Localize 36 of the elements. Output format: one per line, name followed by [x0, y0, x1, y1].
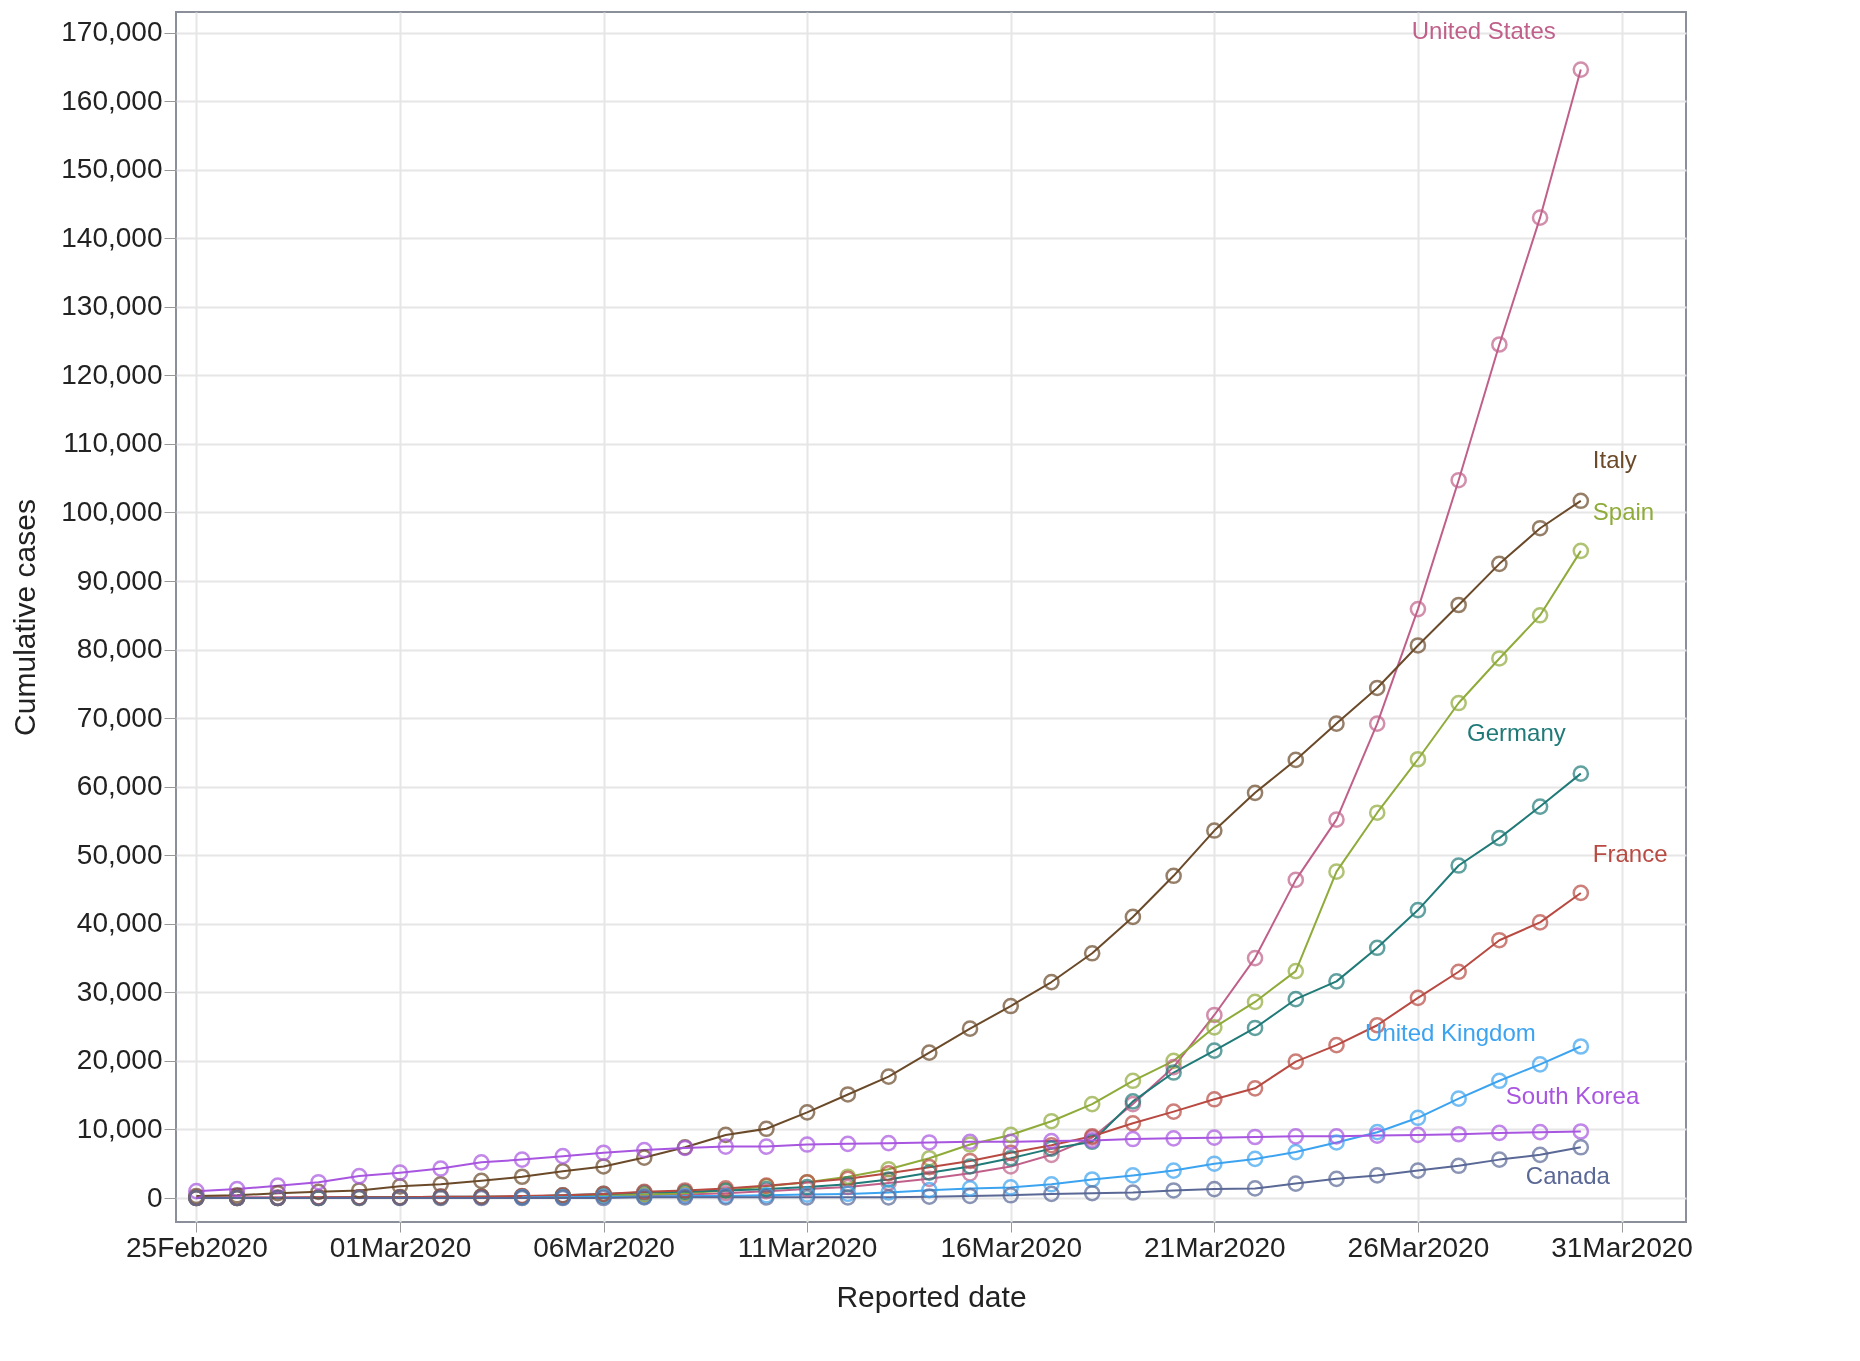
x-tick-label: 11Mar2020: [737, 1231, 878, 1263]
x-tick-label: 25Feb2020: [126, 1231, 268, 1263]
y-tick-label: 50,000: [76, 838, 163, 870]
y-tick-label: 30,000: [76, 975, 163, 1007]
series-label: United States: [1411, 16, 1556, 44]
x-tick-label: 21Mar2020: [1144, 1231, 1286, 1263]
x-tick-label: 01Mar2020: [329, 1231, 472, 1263]
y-tick-label: 150,000: [61, 153, 163, 185]
series-label: Spain: [1592, 497, 1655, 525]
series-label: South Korea: [1505, 1081, 1640, 1109]
x-axis-title: Reported date: [836, 1279, 1027, 1313]
series-label: Canada: [1525, 1162, 1611, 1190]
series-label: Italy: [1592, 445, 1637, 473]
x-tick-label: 26Mar2020: [1347, 1231, 1490, 1263]
y-tick-label: 20,000: [76, 1044, 163, 1076]
y-tick-label: 90,000: [76, 564, 163, 596]
series-label: United Kingdom: [1365, 1019, 1536, 1047]
x-tick-label: 31Mar2020: [1551, 1231, 1693, 1263]
y-tick-label: 60,000: [76, 770, 163, 802]
y-tick-label: 110,000: [63, 427, 163, 459]
y-tick-label: 40,000: [76, 907, 163, 939]
y-tick-label: 170,000: [61, 16, 163, 48]
series-label: France: [1592, 839, 1668, 867]
y-tick-label: 140,000: [61, 221, 163, 253]
y-tick-label: 10,000: [76, 1112, 163, 1144]
y-tick-label: 80,000: [76, 633, 163, 665]
y-axis-title: Cumulative cases: [8, 499, 42, 736]
x-tick-label: 06Mar2020: [533, 1231, 675, 1263]
y-tick-label: 130,000: [61, 290, 163, 322]
y-tick-label: 160,000: [61, 84, 163, 116]
series-label: Germany: [1467, 718, 1566, 746]
x-tick-label: 16Mar2020: [940, 1231, 1083, 1263]
y-tick-label: 100,000: [61, 495, 163, 527]
y-tick-label: 70,000: [76, 701, 163, 733]
y-tick-label: 120,000: [61, 358, 163, 390]
y-tick-label: 0: [146, 1181, 163, 1213]
